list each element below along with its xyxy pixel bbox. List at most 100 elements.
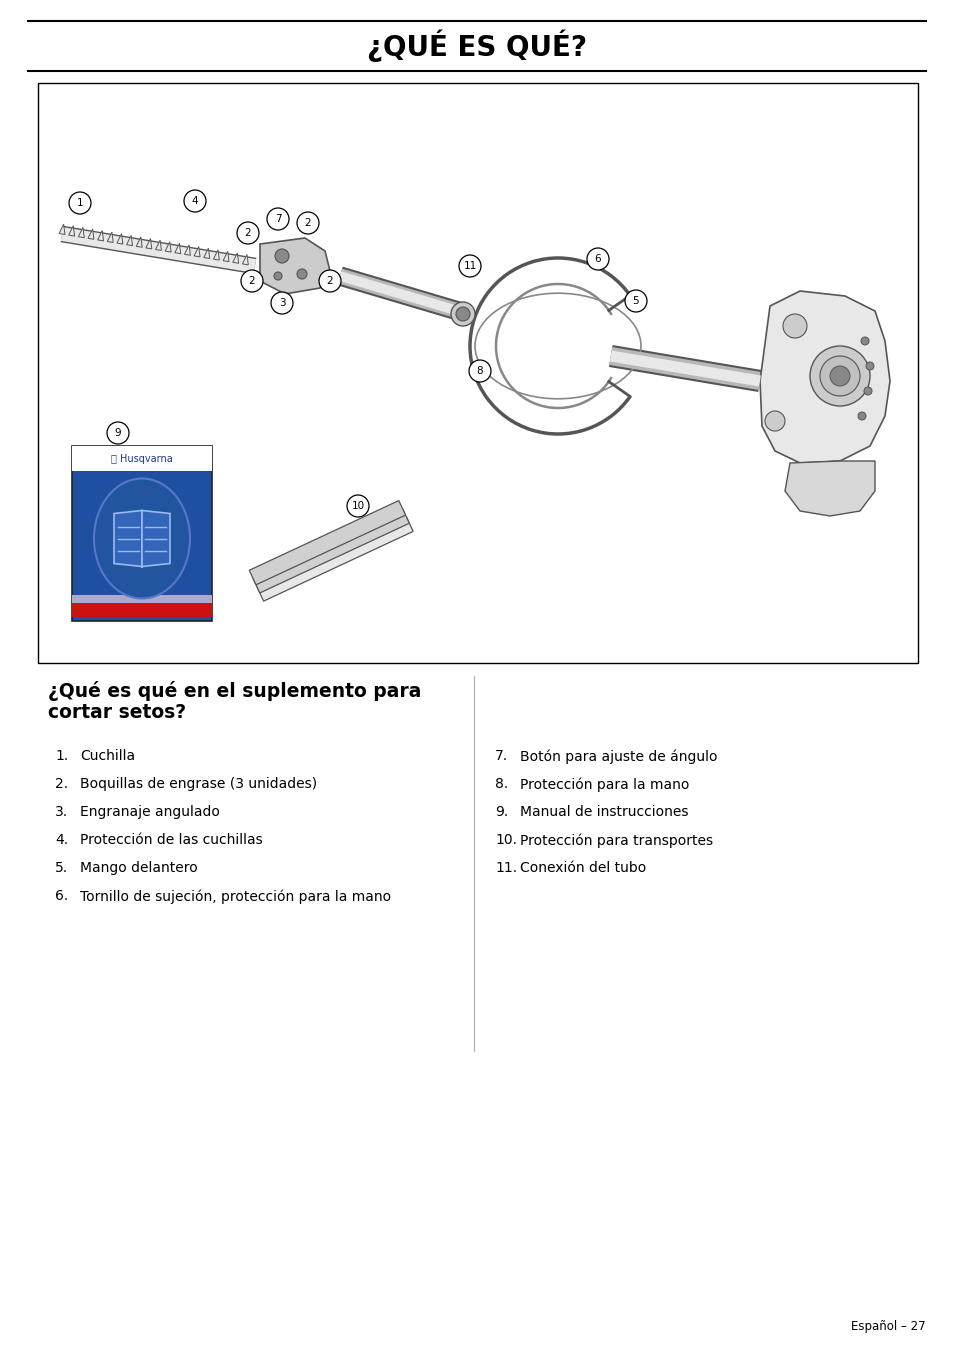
Text: cortar setos?: cortar setos?: [48, 703, 186, 721]
Circle shape: [236, 222, 258, 245]
Circle shape: [347, 494, 369, 517]
Circle shape: [624, 290, 646, 312]
Polygon shape: [127, 235, 132, 246]
Text: 4.: 4.: [55, 834, 68, 847]
Circle shape: [296, 212, 318, 234]
Text: Manual de instrucciones: Manual de instrucciones: [519, 805, 688, 819]
Text: 11: 11: [463, 261, 476, 272]
FancyBboxPatch shape: [71, 594, 212, 603]
Circle shape: [451, 303, 475, 326]
Polygon shape: [78, 227, 84, 238]
Polygon shape: [136, 236, 142, 247]
Polygon shape: [242, 254, 248, 265]
Polygon shape: [146, 239, 152, 249]
Polygon shape: [253, 509, 409, 593]
Circle shape: [271, 292, 293, 313]
Polygon shape: [256, 517, 413, 601]
Circle shape: [274, 272, 282, 280]
Circle shape: [458, 255, 480, 277]
Text: 5: 5: [632, 296, 639, 305]
Text: Protección para la mano: Protección para la mano: [519, 777, 689, 792]
Circle shape: [865, 362, 873, 370]
Text: ¿QUÉ ES QUÉ?: ¿QUÉ ES QUÉ?: [367, 30, 586, 62]
Circle shape: [318, 270, 340, 292]
Text: 8.: 8.: [495, 777, 508, 790]
Text: 5.: 5.: [55, 861, 68, 875]
Polygon shape: [88, 228, 93, 239]
Polygon shape: [174, 243, 180, 254]
Text: 2: 2: [304, 218, 311, 228]
Text: Protección de las cuchillas: Protección de las cuchillas: [80, 834, 262, 847]
Text: Botón para ajuste de ángulo: Botón para ajuste de ángulo: [519, 748, 717, 763]
Text: 3.: 3.: [55, 805, 68, 819]
Text: 7.: 7.: [495, 748, 508, 763]
Circle shape: [829, 366, 849, 386]
Text: 6: 6: [594, 254, 600, 263]
Circle shape: [782, 313, 806, 338]
Polygon shape: [165, 242, 171, 253]
Text: 4: 4: [192, 196, 198, 205]
Text: 8: 8: [476, 366, 483, 376]
Circle shape: [107, 422, 129, 444]
Text: 9.: 9.: [495, 805, 508, 819]
Polygon shape: [194, 246, 200, 257]
FancyBboxPatch shape: [71, 446, 212, 621]
Polygon shape: [784, 461, 874, 516]
Circle shape: [456, 307, 470, 322]
Text: 10: 10: [351, 501, 364, 511]
Text: 11.: 11.: [495, 861, 517, 875]
Text: 2: 2: [244, 228, 251, 238]
Text: 2.: 2.: [55, 777, 68, 790]
Polygon shape: [97, 231, 104, 240]
Text: Mango delantero: Mango delantero: [80, 861, 197, 875]
Circle shape: [274, 249, 289, 263]
Text: 1.: 1.: [55, 748, 69, 763]
Circle shape: [764, 411, 784, 431]
Circle shape: [184, 190, 206, 212]
Polygon shape: [117, 234, 123, 245]
Text: ¿Qué es qué en el suplemento para: ¿Qué es qué en el suplemento para: [48, 681, 421, 701]
Text: Español – 27: Español – 27: [850, 1320, 925, 1333]
Circle shape: [69, 192, 91, 213]
Polygon shape: [107, 232, 113, 242]
Polygon shape: [155, 240, 161, 250]
Circle shape: [296, 269, 307, 280]
Circle shape: [820, 357, 859, 396]
Polygon shape: [213, 250, 219, 261]
Circle shape: [861, 336, 868, 345]
Text: 7: 7: [274, 213, 281, 224]
Polygon shape: [204, 249, 210, 258]
Circle shape: [267, 208, 289, 230]
Text: 9: 9: [114, 428, 121, 438]
Text: 2: 2: [249, 276, 255, 286]
Text: Protección para transportes: Protección para transportes: [519, 834, 713, 847]
Text: 6.: 6.: [55, 889, 69, 902]
Polygon shape: [142, 511, 170, 566]
FancyBboxPatch shape: [71, 603, 212, 617]
Text: 10.: 10.: [495, 834, 517, 847]
Polygon shape: [249, 501, 405, 585]
Text: Cuchilla: Cuchilla: [80, 748, 135, 763]
Text: Conexión del tubo: Conexión del tubo: [519, 861, 645, 875]
Polygon shape: [233, 253, 238, 263]
Bar: [38, 82, 917, 663]
FancyBboxPatch shape: [71, 446, 212, 471]
Text: Engranaje angulado: Engranaje angulado: [80, 805, 219, 819]
Circle shape: [857, 412, 865, 420]
Polygon shape: [260, 238, 330, 295]
Polygon shape: [59, 224, 65, 235]
Polygon shape: [223, 251, 229, 262]
Text: Boquillas de engrase (3 unidades): Boquillas de engrase (3 unidades): [80, 777, 316, 790]
Text: 1: 1: [76, 199, 83, 208]
Text: 3: 3: [278, 299, 285, 308]
Polygon shape: [69, 226, 74, 236]
Circle shape: [809, 346, 869, 407]
Text: Tornillo de sujeción, protección para la mano: Tornillo de sujeción, protección para la…: [80, 889, 391, 904]
Circle shape: [241, 270, 263, 292]
Polygon shape: [760, 290, 889, 463]
Text: ⓗ Husqvarna: ⓗ Husqvarna: [111, 454, 172, 463]
Ellipse shape: [94, 478, 190, 598]
Circle shape: [863, 386, 871, 394]
Polygon shape: [113, 511, 142, 566]
Circle shape: [469, 359, 491, 382]
